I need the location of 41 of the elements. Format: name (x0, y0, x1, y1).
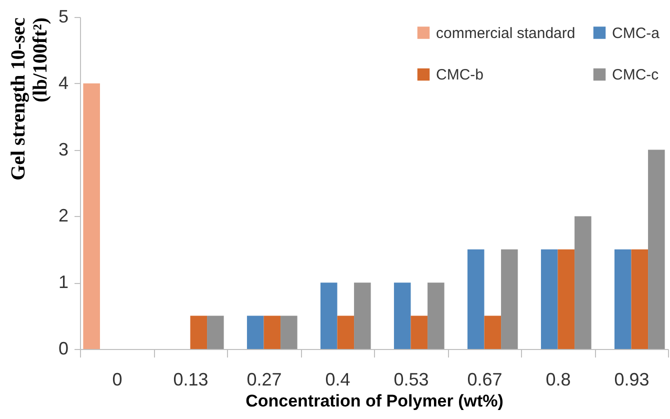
x-tick-label: 0.53 (394, 370, 429, 390)
y-tick-label: 3 (58, 139, 68, 160)
x-axis-title: Concentration of Polymer (wt%) (246, 392, 504, 410)
bar (337, 316, 354, 349)
y-tick-label: 5 (58, 6, 68, 26)
bar (410, 316, 428, 349)
x-tick-label: 0.8 (546, 370, 571, 390)
bar (190, 316, 208, 349)
bar (501, 249, 518, 349)
legend-label: CMC-c (612, 66, 660, 84)
legend-label: CMC-b (436, 66, 484, 84)
bar (540, 249, 558, 349)
y-tick-label: 1 (58, 272, 68, 292)
x-tick-label: 0.93 (614, 370, 650, 390)
legend-label: CMC-a (612, 24, 660, 42)
x-tick-label: 0.4 (325, 370, 350, 390)
bar (648, 150, 665, 349)
bar (354, 282, 371, 349)
bar (631, 249, 648, 349)
legend-label: commercial standard (436, 24, 576, 42)
bar (280, 316, 298, 349)
bar (246, 316, 264, 349)
bar (484, 316, 502, 349)
bar (428, 282, 444, 349)
x-tick-label: 0.67 (467, 370, 502, 390)
bar (467, 249, 484, 349)
x-tick-label: 0.27 (246, 370, 282, 390)
bar (320, 282, 338, 349)
y-tick-label: 4 (58, 72, 68, 93)
bar (574, 216, 592, 349)
bar (207, 316, 224, 349)
x-tick-label: 0.13 (173, 370, 208, 390)
bar (614, 249, 632, 349)
bar (83, 83, 100, 349)
bar (394, 282, 411, 349)
y-axis-title: Gel strength 10-sec (lb/100ft²) (7, 17, 52, 180)
x-tick-label: 0 (112, 370, 122, 390)
y-tick-label: 2 (58, 206, 68, 226)
bar (264, 316, 281, 349)
bar (558, 249, 575, 349)
y-tick-label: 0 (58, 338, 68, 358)
